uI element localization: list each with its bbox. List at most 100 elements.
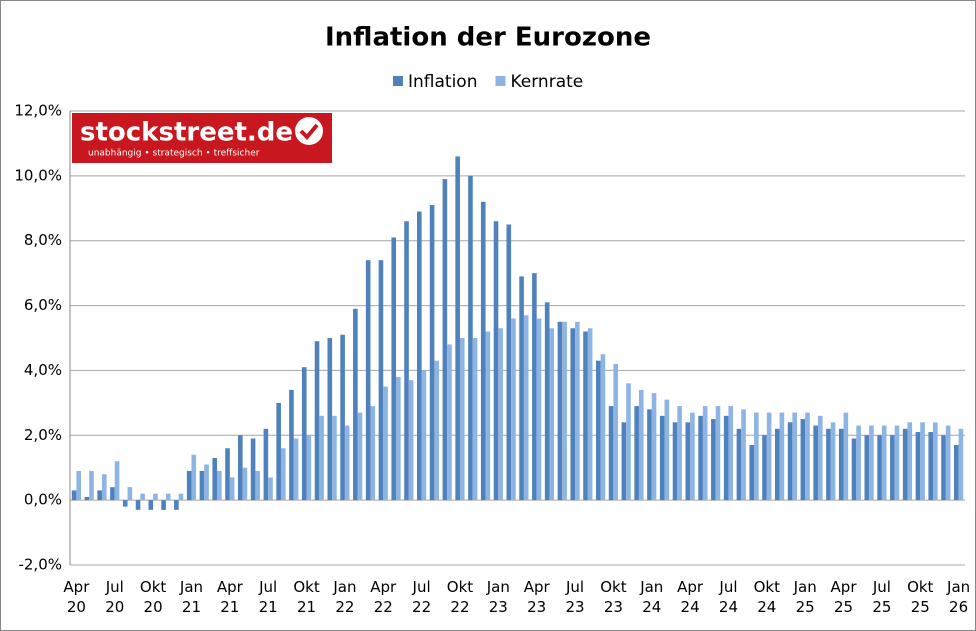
bar [127, 487, 133, 501]
bar [217, 470, 222, 501]
bar [941, 435, 946, 501]
bar [856, 425, 861, 501]
bar [958, 428, 964, 501]
bar [634, 406, 639, 501]
bar [523, 315, 529, 501]
bar [690, 412, 695, 501]
bar [647, 409, 652, 501]
bar [869, 425, 874, 501]
x-tick-label: Okt 22 [446, 578, 474, 616]
y-tick-label: 2,0% [24, 426, 62, 444]
bar [902, 428, 908, 501]
bar [677, 406, 682, 501]
bar [306, 435, 312, 501]
bar [493, 221, 499, 501]
bar [268, 477, 273, 501]
bar [813, 425, 818, 501]
bar [280, 448, 286, 501]
bar [766, 412, 772, 501]
bar [122, 500, 128, 507]
x-tick-label: Jan 22 [333, 578, 357, 616]
bar [71, 490, 77, 501]
bar [174, 500, 179, 510]
bar [532, 273, 537, 501]
bar [357, 412, 363, 501]
bar [404, 221, 409, 501]
bar [485, 331, 491, 501]
bar [165, 493, 171, 501]
bar [779, 412, 785, 501]
bar [447, 344, 452, 501]
bar [890, 435, 895, 501]
bar [506, 224, 512, 501]
bar [570, 328, 576, 501]
x-tick-label: Apr 22 [370, 578, 397, 616]
bar [455, 156, 460, 501]
bar [945, 425, 951, 501]
x-tick-label: Apr 24 [677, 578, 704, 616]
bar [881, 425, 887, 501]
y-tick-label: -2,0% [18, 556, 62, 574]
bar [775, 428, 780, 501]
bar [153, 493, 158, 501]
bar [511, 318, 516, 501]
bar [672, 422, 678, 501]
bar [383, 386, 388, 501]
bar [907, 422, 913, 501]
bar [702, 406, 708, 501]
bar [838, 428, 844, 501]
legend-swatch [393, 76, 403, 86]
bar [434, 360, 439, 501]
legend-swatch [495, 76, 506, 86]
bar [805, 412, 810, 501]
bar [186, 470, 192, 501]
bar [370, 406, 376, 501]
bar [754, 412, 759, 501]
bar [613, 363, 618, 501]
bar [327, 338, 333, 501]
bar [830, 422, 836, 501]
bar [417, 211, 422, 501]
x-tick-label: Jan 21 [179, 578, 204, 616]
bar [792, 412, 797, 501]
bar [843, 412, 849, 501]
bar [442, 179, 448, 501]
bar [851, 438, 857, 501]
bar [229, 477, 235, 501]
x-tick-label: Apr 20 [63, 578, 90, 616]
y-tick-label: 8,0% [24, 231, 62, 249]
bar [365, 260, 371, 501]
bar [114, 461, 120, 501]
bar [549, 328, 555, 501]
bar [391, 237, 397, 501]
bar [519, 276, 524, 501]
bar [651, 393, 657, 501]
bar [468, 175, 473, 501]
bar [378, 260, 384, 501]
bar [344, 425, 350, 501]
bar [459, 338, 465, 501]
bar [289, 389, 294, 501]
bar [480, 201, 486, 501]
bar [140, 493, 145, 501]
chart-title: Inflation der Eurozone [325, 23, 651, 53]
bar [276, 402, 281, 501]
x-tick-label: Apr 21 [216, 578, 243, 616]
x-tick-label: Apr 23 [523, 578, 550, 616]
bar [148, 500, 154, 510]
x-tick-label: Okt 23 [600, 578, 627, 616]
bar [319, 415, 324, 501]
bar [711, 419, 716, 501]
bar [562, 321, 567, 501]
x-tick-label: Okt 21 [293, 578, 320, 616]
bar [583, 331, 588, 501]
bar [864, 435, 870, 501]
y-tick-label: 12,0% [14, 102, 62, 120]
bar [826, 428, 831, 501]
bar [161, 500, 166, 510]
bar [685, 422, 691, 501]
x-tick-label: Jul 21 [258, 578, 278, 616]
x-tick-label: Jul 20 [105, 578, 125, 616]
